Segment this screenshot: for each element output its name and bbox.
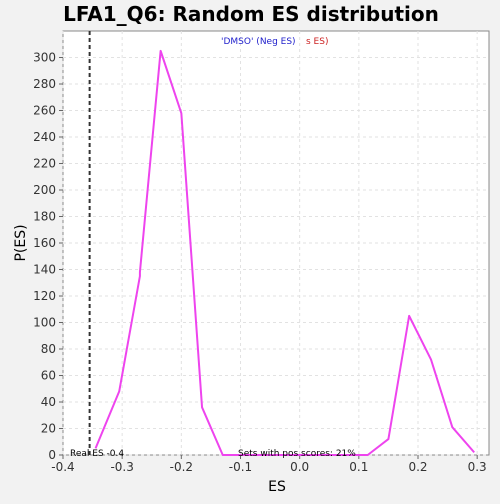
y-axis-label: P(ES) [13, 224, 29, 261]
y-tick-label: 40 [41, 395, 56, 409]
x-tick-label: 0.2 [408, 460, 427, 474]
y-tick-label: 260 [33, 104, 56, 118]
x-tick-label: -0.2 [170, 460, 193, 474]
x-axis-label: ES [268, 479, 286, 495]
x-tick-label: 0.1 [349, 460, 368, 474]
y-tick-label: 80 [41, 342, 56, 356]
x-tick-label: 0.0 [290, 460, 309, 474]
y-tick-label: 140 [33, 263, 56, 277]
legend-pos-label: s ES) [306, 37, 328, 47]
legend-neg-label: 'DMSO' (Neg ES) [221, 37, 296, 47]
x-axis-ticks: -0.4 -0.3 -0.2 -0.1 0.0 0.1 0.2 0.3 [51, 455, 487, 474]
y-axis-ticks: 0 20 40 60 80 100 120 140 160 180 200 220 240 260 280 3… [33, 51, 63, 462]
pos-scores-annotation: Sets with pos scores: 21% [238, 449, 356, 459]
x-tick-label: 0.3 [468, 460, 487, 474]
es-distribution-line [94, 49, 475, 456]
x-tick-label: -0.4 [51, 460, 74, 474]
x-tick-label: -0.1 [229, 460, 252, 474]
y-tick-label: 280 [33, 77, 56, 91]
y-tick-label: 300 [33, 51, 56, 65]
y-tick-label: 160 [33, 236, 56, 250]
real-es-label: Real ES -0.4 [70, 449, 124, 459]
y-tick-label: 0 [48, 448, 56, 462]
y-tick-label: 100 [33, 316, 56, 330]
x-tick-label: -0.3 [110, 460, 133, 474]
y-tick-label: 60 [41, 369, 56, 383]
y-tick-label: 220 [33, 157, 56, 171]
y-tick-label: 200 [33, 183, 56, 197]
y-tick-label: 180 [33, 210, 56, 224]
chart-title: LFA1_Q6: Random ES distribution [63, 2, 439, 26]
y-tick-label: 240 [33, 130, 56, 144]
y-tick-label: 20 [41, 422, 56, 436]
y-tick-label: 120 [33, 289, 56, 303]
series-layer [94, 49, 475, 456]
